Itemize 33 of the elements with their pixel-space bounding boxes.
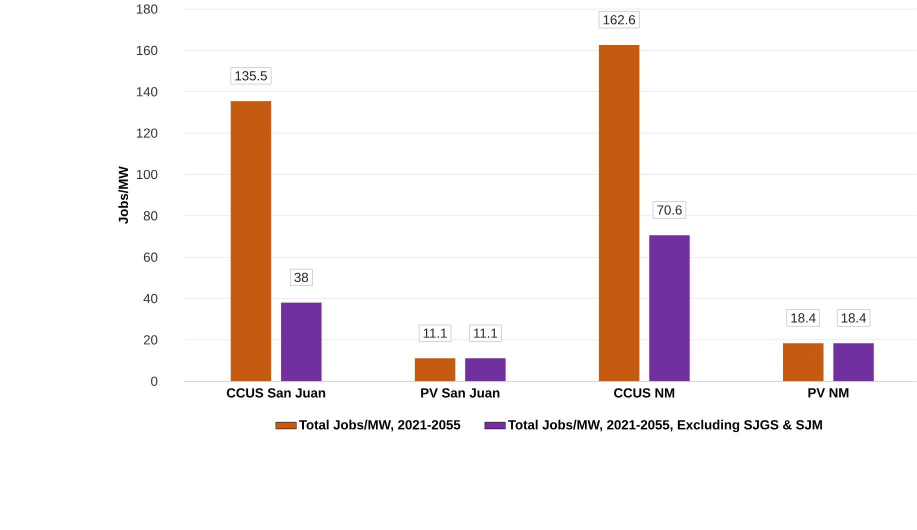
legend-label: Total Jobs/MW, 2021-2055	[299, 420, 460, 432]
y-tick-label: 40	[144, 294, 158, 304]
bar	[230, 101, 272, 382]
x-tick-label: PV San Juan	[421, 388, 500, 398]
data-label: 18.4	[791, 313, 816, 323]
bar	[465, 358, 506, 382]
data-label: 11.1	[424, 328, 447, 338]
bar	[598, 44, 640, 382]
y-tick-label: 180	[136, 4, 158, 14]
y-tick-label: 60	[144, 252, 158, 262]
data-label: 18.4	[842, 313, 866, 323]
bar	[414, 358, 456, 382]
y-axis-title: Jobs/MW	[118, 166, 128, 224]
x-tick-label: CCUS NM	[614, 388, 674, 398]
x-tick-label: CCUS San Juan	[226, 388, 326, 398]
bar	[833, 343, 874, 382]
bar	[281, 302, 322, 382]
y-tick-label: 0	[151, 376, 158, 386]
data-label: 70.6	[657, 205, 682, 215]
y-tick-label: 140	[136, 87, 158, 96]
data-label: 38	[294, 272, 308, 282]
bar	[649, 235, 690, 382]
y-tick-label: 80	[144, 211, 158, 220]
y-tick-label: 160	[136, 46, 158, 56]
data-label: 11.1	[474, 328, 498, 338]
y-tick-label: 20	[144, 335, 158, 345]
x-tick-label: PV NM	[808, 388, 848, 398]
data-label: 135.5	[235, 71, 267, 80]
bar	[783, 343, 824, 382]
data-label: 162.6	[604, 15, 636, 24]
y-tick-label: 100	[136, 170, 158, 180]
y-tick-label: 120	[136, 128, 158, 138]
legend-label: Total Jobs/MW, 2021-2055, Excluding SJGS & SJM	[508, 420, 822, 432]
